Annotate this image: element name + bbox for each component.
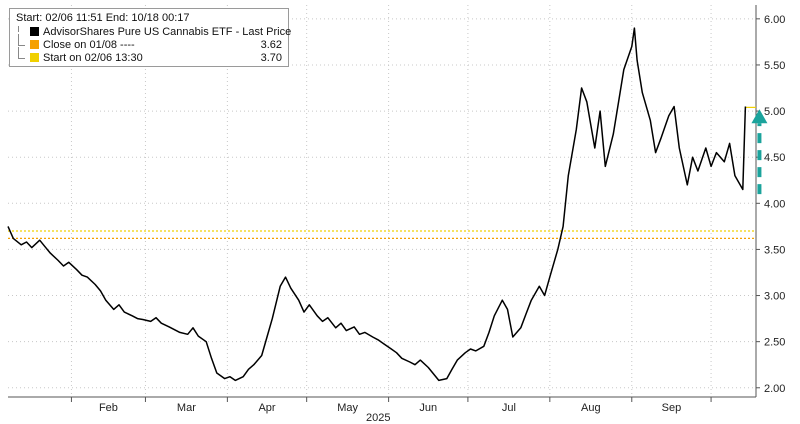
- legend-label-start: Start on 02/06 13:30: [43, 52, 143, 64]
- x-month-label: Feb: [99, 402, 118, 414]
- legend-row-close: Close on 01/08 ---- 3.62: [18, 34, 284, 52]
- legend-tree-connector: [18, 34, 25, 46]
- legend-row-price: AdvisorShares Pure US Cannabis ETF - Las…: [18, 26, 291, 39]
- legend-row-start: Start on 02/06 13:30 3.70: [18, 47, 284, 65]
- y-tick-label: 5.00: [764, 106, 785, 118]
- y-tick-label: 6.00: [764, 14, 785, 26]
- legend-label-price: AdvisorShares Pure US Cannabis ETF - Las…: [43, 26, 292, 38]
- legend-label-close: Close on 01/08 ----: [43, 39, 135, 51]
- x-month-label: Jul: [502, 402, 516, 414]
- x-month-label: Apr: [258, 402, 275, 414]
- legend-swatch-start: [30, 53, 39, 62]
- y-tick-label: 3.00: [764, 291, 785, 303]
- x-month-label: May: [337, 402, 358, 414]
- x-month-label: Jun: [419, 402, 437, 414]
- y-tick-label: 4.50: [764, 152, 785, 164]
- x-month-label: Mar: [177, 402, 196, 414]
- y-tick-label: 2.00: [764, 383, 785, 395]
- y-tick-label: 3.50: [764, 244, 785, 256]
- legend-value-start: 3.70: [260, 52, 282, 64]
- x-year-label: 2025: [366, 412, 390, 424]
- legend-date-range: Start: 02/06 11:51 End: 10/18 00:17: [16, 12, 190, 24]
- x-month-label: Sep: [662, 402, 682, 414]
- up-arrow-head: [751, 109, 768, 124]
- price-series-line: [7, 27, 747, 382]
- y-tick-label: 5.50: [764, 60, 785, 72]
- legend-box: Start: 02/06 11:51 End: 10/18 00:17 Advi…: [9, 8, 291, 67]
- legend-tree-connector: [18, 26, 25, 32]
- legend-swatch-close: [30, 40, 39, 49]
- x-month-label: Aug: [581, 402, 601, 414]
- legend-tree-connector: [18, 47, 25, 59]
- y-tick-label: 4.00: [764, 198, 785, 210]
- legend-value-close: 3.62: [260, 39, 282, 51]
- y-tick-label: 2.50: [764, 337, 785, 349]
- legend-swatch-price: [30, 27, 39, 36]
